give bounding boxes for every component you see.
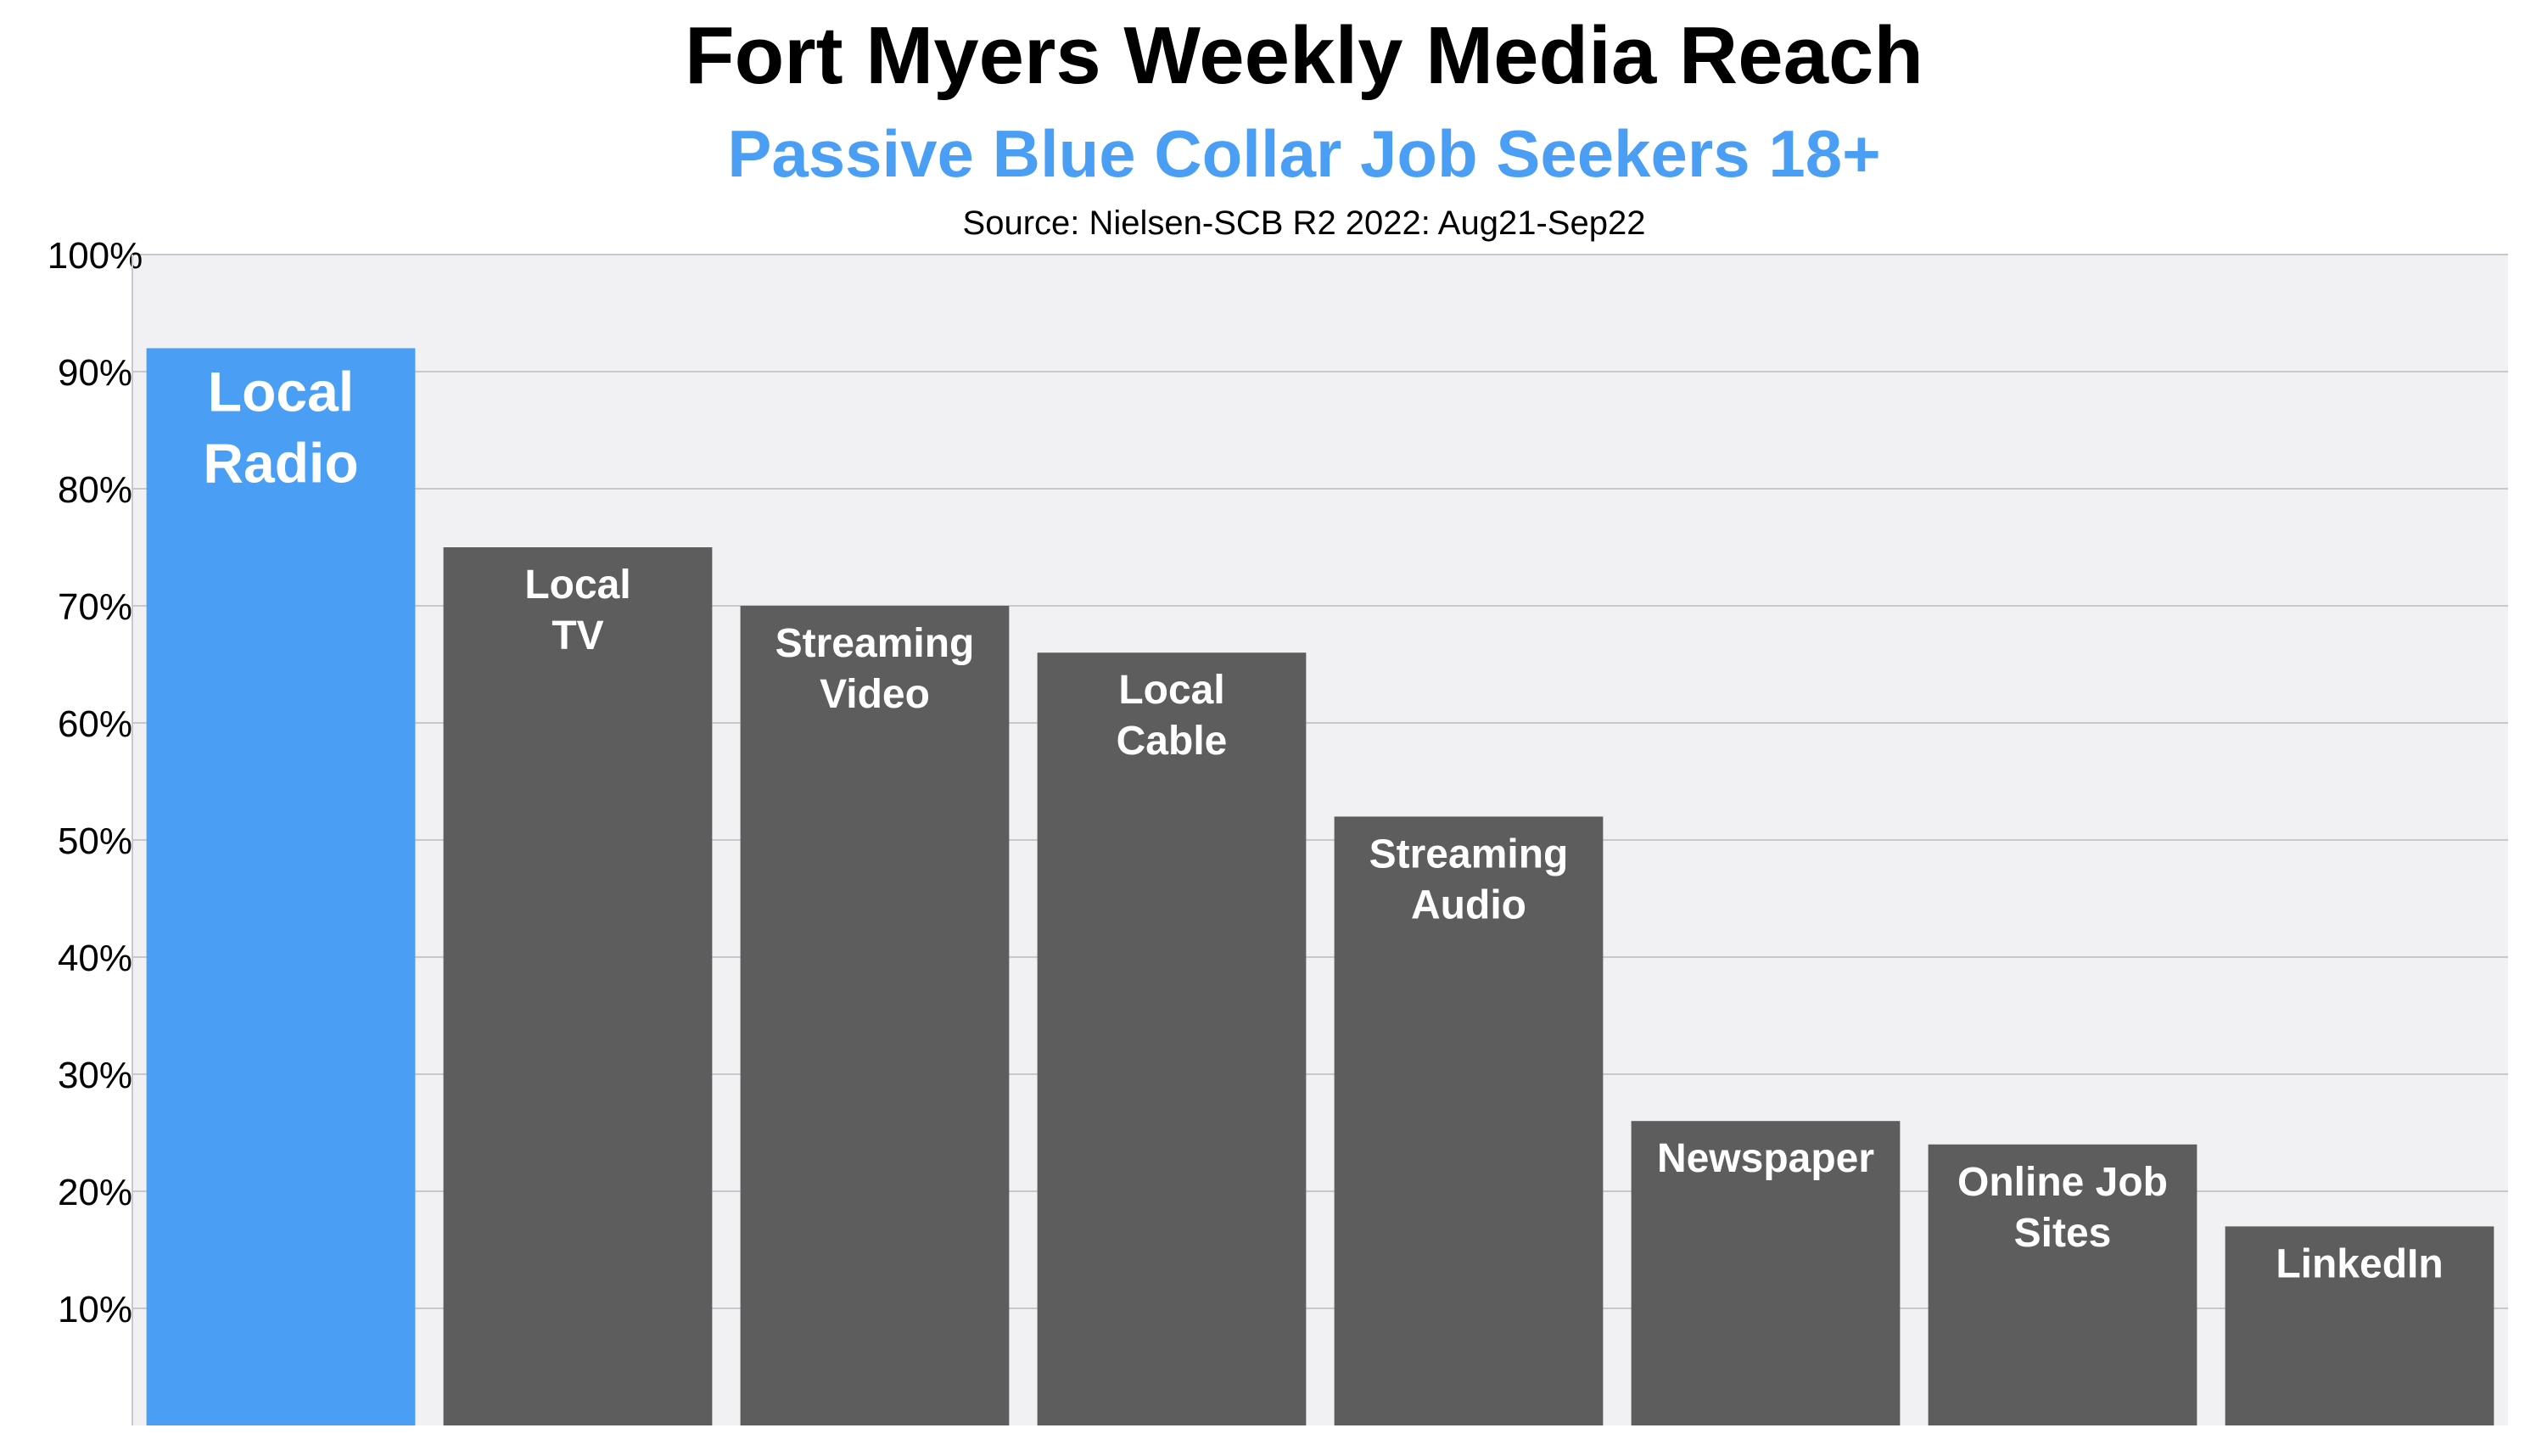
bar-linkedin xyxy=(2225,1226,2494,1425)
bar-labels: Local Radio Local TV Streaming Video Local Cabl… xyxy=(203,360,2443,1286)
bar-label: Local Cable xyxy=(1117,668,1228,764)
y-tick-label: 20% xyxy=(58,1172,132,1213)
y-tick-label: 40% xyxy=(58,938,132,979)
bar-label-line: Streaming xyxy=(775,621,975,666)
y-axis: 10% 20% 30% 40% 50% 60% 70% 80% 90% 100% xyxy=(48,235,143,1425)
chart-title: Fort Myers Weekly Media Reach xyxy=(685,10,1923,101)
y-tick-label: 30% xyxy=(58,1055,132,1096)
y-tick-label: 80% xyxy=(58,469,132,511)
y-tick-label: 100% xyxy=(48,235,143,277)
bar-label: Newspaper xyxy=(1657,1136,1874,1181)
bar-newspaper xyxy=(1631,1121,1901,1425)
bar-streaming-audio xyxy=(1334,816,1604,1425)
bar-label-line: LinkedIn xyxy=(2276,1241,2443,1286)
y-tick-label: 70% xyxy=(58,586,132,628)
bar-local-cable xyxy=(1037,652,1307,1425)
bar-label-line: Local xyxy=(208,360,354,423)
bar-local-radio xyxy=(146,348,416,1425)
bar-label-line: Newspaper xyxy=(1657,1136,1874,1181)
chart-subtitle: Passive Blue Collar Job Seekers 18+ xyxy=(727,116,1880,191)
bar-label: LinkedIn xyxy=(2276,1241,2443,1286)
bar-label: Local Radio xyxy=(203,360,358,494)
bar-label-line: Local xyxy=(524,563,630,608)
bar-label-line: Cable xyxy=(1117,719,1228,764)
bar-online-job-sites xyxy=(1928,1144,2197,1425)
bar-label: Online Job Sites xyxy=(1957,1160,2168,1256)
y-tick-label: 90% xyxy=(58,352,132,394)
bar-label-line: Local xyxy=(1118,668,1224,713)
y-tick-label: 10% xyxy=(58,1289,132,1330)
y-tick-label: 60% xyxy=(58,703,132,745)
bars xyxy=(146,348,2494,1425)
bar-label: Local TV xyxy=(524,563,630,658)
bar-label-line: Audio xyxy=(1411,882,1526,927)
bar-label: Streaming Audio xyxy=(1369,832,1569,927)
bar-label-line: Streaming xyxy=(1369,832,1569,876)
bar-label-line: Video xyxy=(820,672,930,717)
bar-local-tv xyxy=(443,547,713,1425)
bar-label: Streaming Video xyxy=(775,621,975,717)
bar-label-line: Radio xyxy=(203,431,358,494)
chart-source: Source: Nielsen-SCB R2 2022: Aug21-Sep22 xyxy=(963,204,1646,242)
bar-label-line: Online Job xyxy=(1957,1160,2168,1205)
bar-label-line: TV xyxy=(551,613,603,658)
bar-streaming-video xyxy=(740,606,1010,1425)
bar-label-line: Sites xyxy=(2014,1211,2112,1256)
y-tick-label: 50% xyxy=(58,820,132,862)
